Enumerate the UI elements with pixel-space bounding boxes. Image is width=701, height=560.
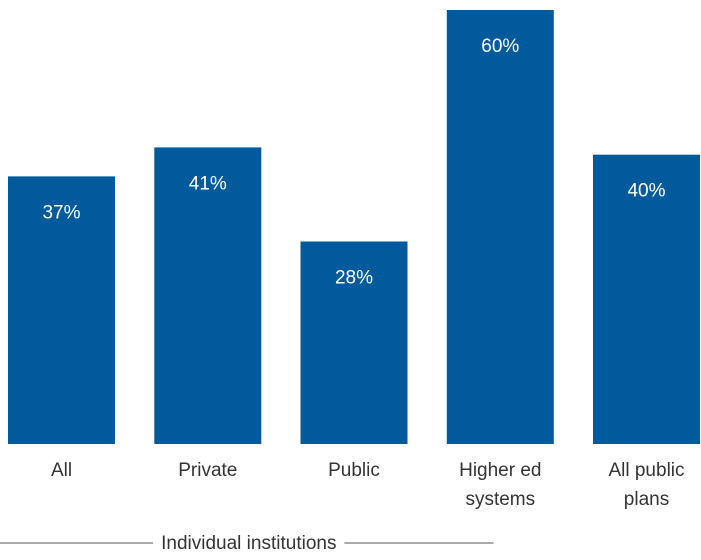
bar-0 (8, 176, 115, 444)
bar-1 (154, 147, 262, 444)
group-bracket: Individual institutions (0, 533, 494, 554)
x-tick-label-0: All (51, 460, 72, 481)
x-tick-label-4: All public plans (608, 460, 684, 510)
data-label-1: 41% (189, 173, 227, 194)
bar-4 (593, 154, 700, 444)
x-tick-label-1: Private (178, 460, 237, 481)
data-labels-layer: 37% 41% 28% 60% 40% (42, 36, 665, 289)
x-tick-label-2: Public (328, 460, 380, 481)
data-label-0: 37% (42, 202, 80, 223)
data-label-3: 60% (481, 36, 519, 57)
group-label: Individual institutions (161, 533, 336, 554)
data-label-4: 40% (627, 181, 665, 202)
x-tick-label-3: Higher ed systems (459, 460, 541, 510)
bar-2 (300, 241, 408, 444)
bars-layer (8, 10, 700, 444)
bar-3 (446, 10, 554, 444)
data-label-2: 28% (335, 268, 373, 289)
x-tick-labels-layer: All Private Public Higher ed systems All publ… (51, 460, 685, 510)
